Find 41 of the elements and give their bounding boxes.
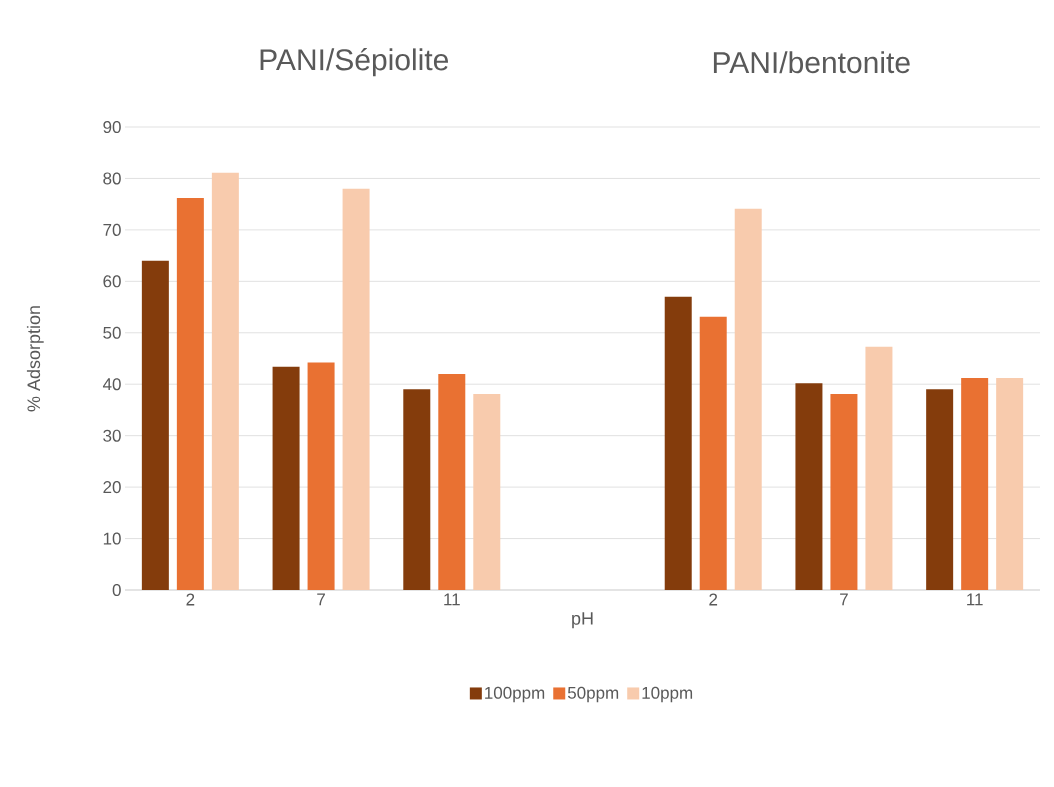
x-axis-title: pH xyxy=(572,612,593,629)
bar xyxy=(272,366,300,590)
bar xyxy=(473,393,501,590)
x-tick-label: 11 xyxy=(444,593,460,606)
x-tick-label: 2 xyxy=(709,593,718,606)
y-axis-title: % Adsorption xyxy=(26,306,44,412)
legend-label: 100ppm xyxy=(485,686,545,703)
bar xyxy=(307,362,335,590)
y-tick-label: 70 xyxy=(103,223,121,236)
y-tick-label: 0 xyxy=(112,583,121,597)
bar xyxy=(734,208,762,590)
x-tick-label: 7 xyxy=(840,593,848,606)
y-tick-label: 80 xyxy=(103,172,121,185)
y-tick-label: 20 xyxy=(103,481,121,494)
y-tick-label: 50 xyxy=(103,326,121,339)
bar xyxy=(830,393,858,590)
bar xyxy=(342,188,370,590)
y-tick-label: 10 xyxy=(103,532,121,545)
bar xyxy=(403,389,431,590)
y-tick-label: 30 xyxy=(103,429,121,442)
y-tick-label: 60 xyxy=(103,275,121,288)
x-tick-label: 7 xyxy=(317,593,325,606)
bar xyxy=(961,378,989,590)
bar xyxy=(141,260,169,590)
bar xyxy=(699,316,727,590)
bar xyxy=(438,373,466,590)
bar xyxy=(795,383,823,590)
bar xyxy=(664,296,692,590)
y-tick-label: 90 xyxy=(103,120,121,134)
x-tick-label: 2 xyxy=(186,593,195,606)
legend-label: 50ppm xyxy=(567,686,619,703)
bar xyxy=(926,389,954,590)
bar xyxy=(865,346,893,590)
y-tick-label: 40 xyxy=(102,378,121,391)
text: PANI/bentonite xyxy=(713,51,910,74)
legend-label: 10ppm xyxy=(642,686,693,703)
bar xyxy=(176,197,204,590)
text: PANI/Sépiolite xyxy=(260,48,449,77)
bar xyxy=(996,378,1024,590)
bar xyxy=(211,172,239,590)
x-tick-label: 11 xyxy=(967,593,983,606)
